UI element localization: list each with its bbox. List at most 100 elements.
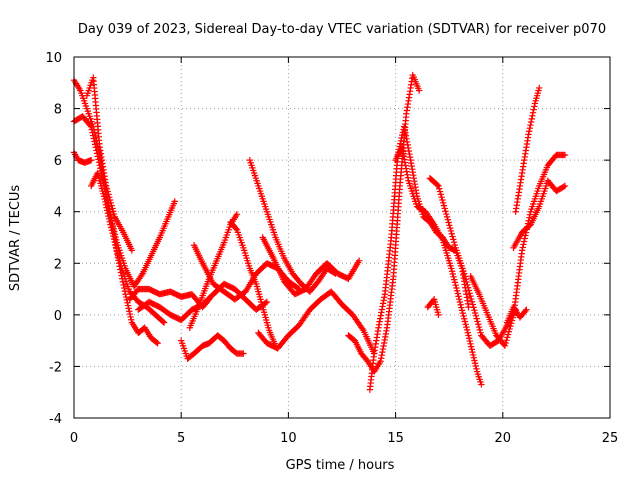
trace-marker <box>89 77 96 84</box>
trace-marker <box>128 316 135 323</box>
trace-marker <box>120 281 127 289</box>
trace-marker <box>261 262 269 269</box>
trace-marker <box>436 188 444 195</box>
trace-marker <box>82 102 90 110</box>
x-tick-label: 15 <box>387 431 404 446</box>
trace-marker <box>429 219 437 227</box>
trace-marker <box>524 134 532 141</box>
x-tick-label: 20 <box>495 431 512 446</box>
trace-marker <box>370 353 377 361</box>
trace-marker <box>436 185 443 192</box>
data-point <box>443 213 451 221</box>
trace-marker <box>466 290 473 297</box>
trace-marker <box>376 359 383 367</box>
trace-marker <box>456 295 463 303</box>
series-sat-u <box>512 84 543 215</box>
trace-marker <box>518 173 525 180</box>
trace-marker <box>362 355 369 362</box>
series-sat-s <box>424 296 442 319</box>
trace-marker <box>448 268 456 275</box>
trace-marker <box>441 205 448 212</box>
trace-marker <box>464 281 471 289</box>
trace-marker <box>503 336 510 344</box>
trace-marker <box>483 309 491 316</box>
trace-marker <box>354 259 362 266</box>
trace-marker <box>269 253 276 260</box>
trace-marker <box>451 241 459 249</box>
trace-marker <box>279 276 287 283</box>
y-tick-label: 10 <box>45 51 62 66</box>
trace-marker <box>526 124 534 132</box>
y-axis-title: SDTVAR / TECUs <box>8 185 23 292</box>
trace-marker <box>448 230 455 237</box>
trace-marker <box>147 254 154 261</box>
trace-marker <box>468 298 476 305</box>
trace-marker <box>120 284 128 292</box>
trace-marker <box>381 294 388 301</box>
trace-marker <box>473 365 480 373</box>
series-sat-o <box>345 71 423 375</box>
trace-marker <box>440 202 448 209</box>
trace-marker <box>519 244 526 251</box>
x-tick-label: 0 <box>70 431 78 446</box>
trace-marker <box>464 300 472 308</box>
trace-marker <box>528 115 535 123</box>
trace-marker <box>86 122 94 129</box>
trace-marker <box>295 278 303 285</box>
trace-marker <box>531 103 538 110</box>
series-sat-k <box>227 218 279 349</box>
series-sat-n <box>259 234 363 298</box>
trace-marker <box>239 242 246 249</box>
trace-marker <box>520 241 527 248</box>
trace-marker <box>437 191 445 198</box>
x-tick-label: 10 <box>280 431 297 446</box>
trace-marker <box>527 121 534 129</box>
chart-title: Day 039 of 2023, Sidereal Day-to-day VTE… <box>78 22 606 37</box>
trace-marker <box>262 205 270 213</box>
trace-marker <box>504 331 512 338</box>
trace-marker <box>439 196 446 204</box>
trace-marker <box>232 225 240 232</box>
trace-marker <box>461 273 469 280</box>
trace-marker <box>454 290 461 297</box>
trace-marker <box>525 128 533 135</box>
trace-marker <box>444 216 452 223</box>
trace-marker <box>125 305 132 312</box>
trace-marker <box>462 321 469 328</box>
trace-marker <box>492 338 500 346</box>
trace-marker <box>453 287 461 294</box>
trace-marker <box>293 324 301 331</box>
trace-marker <box>415 85 422 92</box>
trace-marker <box>112 244 120 251</box>
y-tick-label: 0 <box>54 309 62 324</box>
trace-marker <box>239 290 247 297</box>
trace-marker <box>439 199 447 207</box>
trace-marker <box>105 191 112 198</box>
series-sat-m <box>255 288 378 357</box>
trace-marker <box>112 241 119 248</box>
trace-marker <box>518 250 525 257</box>
series-sat-t <box>467 151 569 349</box>
trace-marker <box>279 252 287 260</box>
trace-marker <box>446 222 453 229</box>
trace-marker <box>387 237 395 245</box>
trace-marker <box>105 212 112 220</box>
trace-marker <box>462 276 469 283</box>
trace-marker <box>374 327 382 335</box>
trace-marker <box>522 307 529 315</box>
plot-frame <box>73 56 611 419</box>
y-tick-label: 2 <box>54 257 62 272</box>
trace-marker <box>89 129 96 136</box>
trace-marker <box>132 288 140 295</box>
trace-marker <box>397 145 405 153</box>
trace-marker <box>502 339 509 347</box>
trace-marker <box>159 318 167 325</box>
trace-marker <box>110 210 118 218</box>
trace-marker <box>218 286 225 294</box>
x-axis-title: GPS time / hours <box>286 458 395 473</box>
trace-marker <box>412 200 420 208</box>
series-sat-c <box>70 149 95 166</box>
data-point <box>456 298 464 306</box>
trace-marker <box>288 268 295 275</box>
trace-marker <box>447 262 454 270</box>
